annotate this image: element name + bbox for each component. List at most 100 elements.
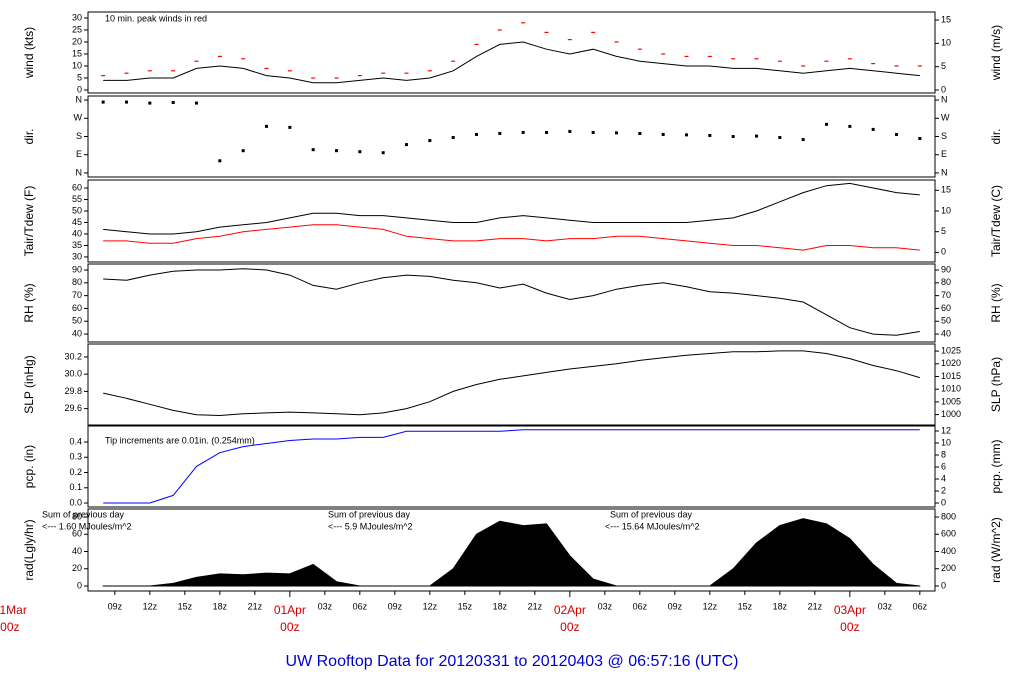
y-axis-label: rad(Lgly/hr) xyxy=(22,519,36,580)
dir-point xyxy=(708,133,712,137)
y-tick-label: S xyxy=(76,131,82,141)
dir-point xyxy=(335,149,338,153)
dir-point xyxy=(685,133,688,137)
x-date-label: 03Apr xyxy=(834,603,866,617)
y-tick-label: 20 xyxy=(72,36,82,46)
y2-tick-label: 15 xyxy=(941,14,951,24)
dir-point xyxy=(801,138,805,142)
dir-point xyxy=(195,101,198,105)
y2-tick-label: 90 xyxy=(941,264,951,274)
y-tick-label: 80 xyxy=(72,511,82,521)
y-tick-label: 10 xyxy=(72,60,82,70)
x-tick-label: 21z xyxy=(248,601,263,611)
y2-tick-label: E xyxy=(941,149,947,159)
dir-point xyxy=(218,159,222,163)
y2-tick-label: 1015 xyxy=(941,371,961,381)
y2-axis-label: SLP (hPa) xyxy=(989,357,1003,412)
y2-tick-label: 70 xyxy=(941,290,951,300)
y2-tick-label: 600 xyxy=(941,529,956,539)
x-date-sublabel: 00z xyxy=(0,620,19,634)
y2-tick-label: 50 xyxy=(941,316,951,326)
y2-tick-label: N xyxy=(941,94,948,104)
x-tick-label: 06z xyxy=(353,601,368,611)
dir-point xyxy=(661,132,665,136)
x-tick-label: 06z xyxy=(633,601,648,611)
y-tick-label: 29.8 xyxy=(64,386,82,396)
y-tick-label: 50 xyxy=(72,205,82,215)
y-tick-label: 90 xyxy=(72,264,82,274)
y-tick-label: E xyxy=(76,149,82,159)
y2-axis-label: dir. xyxy=(989,128,1003,144)
panel-frame xyxy=(87,343,936,426)
y-tick-label: 40 xyxy=(72,546,82,556)
x-tick-label: 09z xyxy=(388,601,403,611)
annotation: 10 min. peak winds in red xyxy=(105,13,207,23)
y-tick-label: 60 xyxy=(72,529,82,539)
dir-point xyxy=(171,100,175,104)
dir-point xyxy=(545,130,548,134)
dir-point xyxy=(451,136,455,140)
y-tick-label: 0 xyxy=(77,580,82,590)
x-tick-label: 18z xyxy=(213,601,228,611)
y-tick-label: 80 xyxy=(72,277,82,287)
x-date-sublabel: 00z xyxy=(840,620,859,634)
y-tick-label: 50 xyxy=(72,316,82,326)
dir-point xyxy=(358,150,362,154)
x-date-sublabel: 00z xyxy=(280,620,299,634)
x-tick-label: 15z xyxy=(738,601,753,611)
dir-point xyxy=(755,134,758,138)
dir-point xyxy=(638,131,642,135)
y-tick-label: 29.6 xyxy=(64,403,82,413)
panel-frame xyxy=(87,508,936,592)
x-tick-label: 06z xyxy=(913,601,928,611)
dir-point xyxy=(428,139,432,143)
panel-frame xyxy=(87,179,936,263)
series-line xyxy=(103,41,920,84)
y2-tick-label: 0 xyxy=(941,497,946,507)
y2-tick-label: 15 xyxy=(941,185,951,195)
y-axis-label: RH (%) xyxy=(22,283,36,322)
dir-point xyxy=(475,132,478,136)
y2-tick-label: 200 xyxy=(941,563,956,573)
y-tick-label: 70 xyxy=(72,290,82,300)
dir-point xyxy=(568,129,572,133)
annotation: <--- 1.60 MJoules/m^2 xyxy=(42,521,132,531)
y-axis-label: pcp. (in) xyxy=(22,445,36,488)
annotation: <--- 5.9 MJoules/m^2 xyxy=(328,521,413,531)
annotation: Sum of previous day xyxy=(610,509,693,519)
dir-point xyxy=(498,131,502,135)
y-tick-label: 30 xyxy=(72,12,82,22)
series-area xyxy=(102,518,921,587)
y2-tick-label: 10 xyxy=(941,205,951,215)
y2-tick-label: 4 xyxy=(941,473,946,483)
y2-tick-label: 1010 xyxy=(941,384,961,394)
y2-tick-label: 8 xyxy=(941,449,946,459)
y-tick-label: 0.0 xyxy=(69,497,82,507)
y-tick-label: 45 xyxy=(72,217,82,227)
y2-tick-label: 1005 xyxy=(941,396,961,406)
y-tick-label: 40 xyxy=(72,228,82,238)
panel-frame xyxy=(87,11,936,94)
dir-point xyxy=(521,130,525,134)
y-tick-label: 0.2 xyxy=(69,467,82,477)
y-tick-label: 30.0 xyxy=(64,369,82,379)
annotation: Sum of previous day xyxy=(42,509,125,519)
dir-point xyxy=(148,101,152,105)
y-tick-label: 5 xyxy=(77,72,82,82)
x-tick-label: 15z xyxy=(178,601,193,611)
dir-point xyxy=(405,143,408,147)
panel-frame xyxy=(87,425,936,508)
y-tick-label: 35 xyxy=(72,240,82,250)
y-tick-label: 60 xyxy=(72,182,82,192)
y2-tick-label: 10 xyxy=(941,437,951,447)
y-tick-label: 25 xyxy=(72,24,82,34)
y2-tick-label: 12 xyxy=(941,425,951,435)
y2-tick-label: N xyxy=(941,167,948,177)
y-axis-label: SLP (inHg) xyxy=(22,355,36,413)
y-tick-label: 15 xyxy=(72,48,82,58)
y-tick-label: 0.4 xyxy=(69,436,82,446)
x-tick-label: 03z xyxy=(878,601,893,611)
y2-axis-label: rad (W/m^2) xyxy=(989,517,1003,583)
annotation: <--- 15.64 MJoules/m^2 xyxy=(605,521,700,531)
